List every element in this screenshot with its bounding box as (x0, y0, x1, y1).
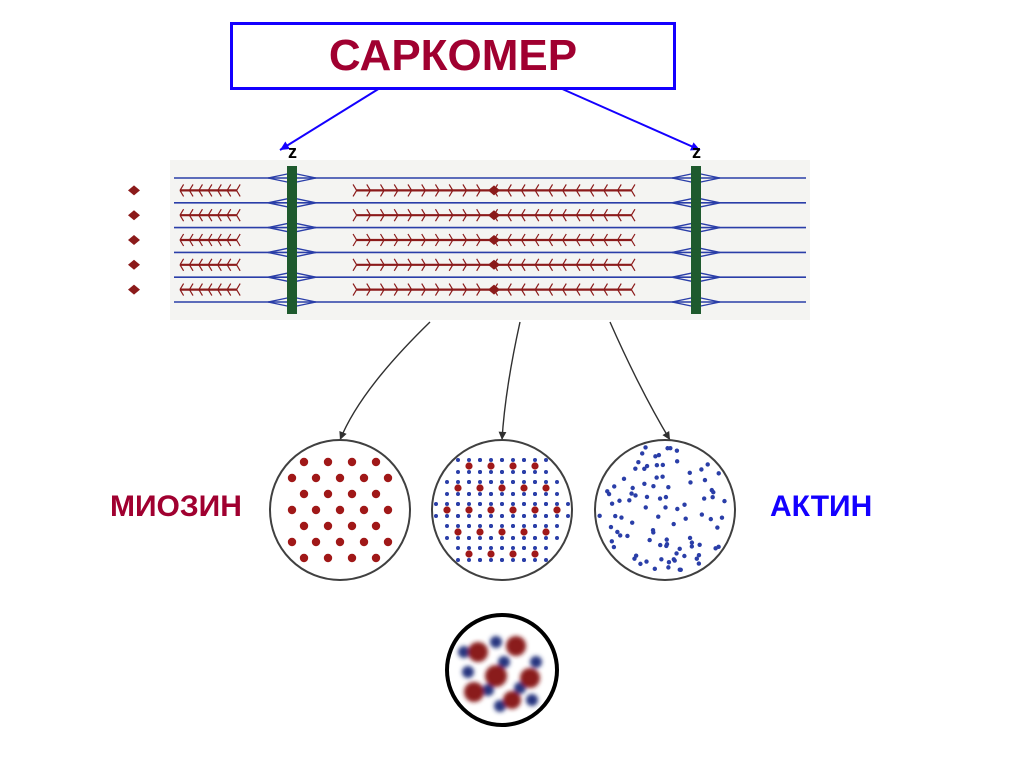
cross-sections-layer (0, 0, 1024, 768)
diagram-stage: САРКОМЕР МИОЗИН АКТИН zz (0, 0, 1024, 768)
